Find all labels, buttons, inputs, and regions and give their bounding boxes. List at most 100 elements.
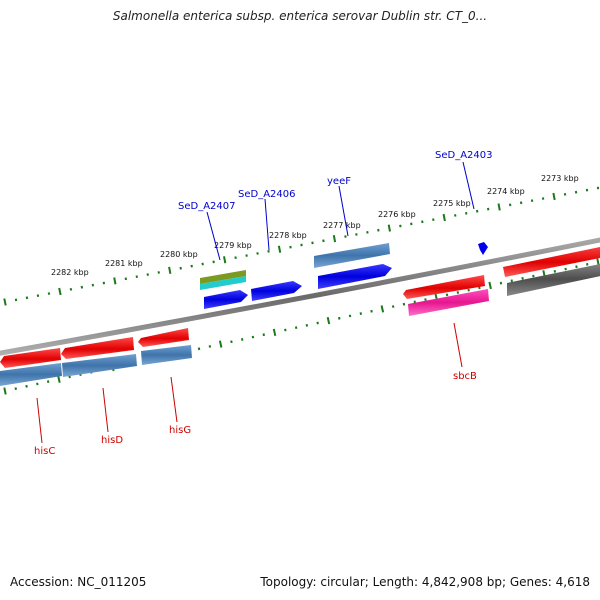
label-leaders: [36, 161, 475, 444]
gene-label-SeD_A2403[interactable]: SeD_A2403: [435, 150, 493, 161]
minor-tick: [467, 288, 470, 292]
outer-tick-ring: [3, 186, 600, 306]
gene-label-hisG[interactable]: hisG: [169, 425, 191, 436]
minor-tick: [478, 286, 481, 290]
gene-bar-yeeF[interactable]: [314, 243, 390, 268]
minor-tick: [208, 345, 212, 348]
minor-tick: [413, 300, 416, 304]
reverse-features: [0, 275, 489, 386]
kbp-label: 2280 kbp: [160, 250, 198, 259]
minor-tick: [508, 203, 512, 207]
minor-tick: [344, 235, 347, 238]
minor-tick: [519, 201, 523, 205]
major-tick: [113, 277, 117, 285]
minor-tick: [532, 274, 535, 278]
major-tick: [488, 281, 492, 290]
gene-bar-grey[interactable]: [507, 262, 600, 296]
accession-text: Accession: NC_011205: [10, 575, 147, 589]
major-tick: [223, 256, 227, 264]
kbp-labels: 2273 kbp 2274 kbp 2275 kbp 2276 kbp 2277…: [51, 174, 579, 277]
minor-tick: [391, 305, 395, 308]
inner-tick-ring: [3, 258, 600, 395]
major-tick: [272, 328, 277, 337]
minor-tick: [68, 375, 71, 379]
kbp-label: 2279 kbp: [214, 241, 252, 250]
minor-tick: [399, 224, 402, 228]
major-tick: [326, 316, 331, 325]
kbp-label: 2281 kbp: [105, 259, 143, 268]
minor-tick: [80, 285, 84, 289]
major-tick: [277, 245, 282, 253]
minor-tick: [305, 323, 309, 327]
cds-arrow-hisC[interactable]: [0, 348, 61, 368]
minor-tick: [14, 387, 17, 391]
gene-label-SeD_A2407[interactable]: SeD_A2407: [178, 201, 236, 212]
minor-tick: [348, 314, 352, 318]
major-tick: [442, 213, 446, 222]
minor-tick: [25, 384, 28, 388]
minor-tick: [456, 291, 460, 294]
minor-tick: [36, 382, 39, 386]
major-tick: [3, 387, 7, 395]
minor-tick: [197, 347, 201, 351]
major-tick: [57, 375, 61, 383]
minor-tick: [499, 281, 503, 285]
major-tick: [3, 298, 7, 306]
cds-arrow-yeeF[interactable]: [318, 264, 392, 289]
gene-bar-sbcB[interactable]: [408, 289, 489, 316]
minor-tick: [564, 267, 567, 271]
minor-tick: [574, 190, 578, 194]
cds-arrow-hisD[interactable]: [61, 337, 134, 359]
kbp-label: 2276 kbp: [378, 210, 416, 219]
gene-bar-SeD_A2407-olive[interactable]: [200, 270, 246, 284]
map-title: Salmonella enterica subsp. enterica sero…: [112, 9, 488, 23]
gene-labels: SeD_A2403 yeeF SeD_A2406 SeD_A2407 hisC …: [34, 150, 493, 457]
minor-tick: [102, 281, 106, 285]
minor-tick: [586, 262, 589, 266]
major-tick: [387, 224, 391, 232]
minor-tick: [370, 309, 373, 313]
minor-tick: [445, 293, 449, 297]
cds-arrow-blue[interactable]: [478, 242, 488, 255]
gene-label-hisC[interactable]: hisC: [34, 446, 55, 457]
minor-tick: [157, 271, 160, 274]
cds-arrow-hisG[interactable]: [138, 328, 189, 347]
gene-bar-SeD_A2407-cyan[interactable]: [200, 276, 246, 290]
minor-tick: [240, 337, 244, 341]
cds-arrow-SeD_A2407[interactable]: [204, 290, 248, 309]
minor-tick: [377, 228, 380, 232]
forward-features: [200, 242, 600, 309]
cds-arrow-red[interactable]: [503, 244, 600, 277]
minor-tick: [146, 273, 149, 276]
minor-tick: [267, 249, 270, 253]
minor-tick: [521, 276, 524, 280]
minor-tick: [454, 214, 457, 217]
minor-tick: [322, 239, 325, 243]
minor-tick: [46, 380, 50, 384]
gene-bar-hisC[interactable]: [0, 363, 62, 386]
minor-tick: [262, 333, 265, 337]
genome-backbone: [0, 237, 600, 356]
minor-tick: [575, 265, 578, 269]
minor-tick: [510, 279, 513, 283]
cds-arrow-sbcB[interactable]: [403, 275, 485, 299]
major-tick: [497, 203, 501, 211]
minor-tick: [230, 340, 233, 344]
major-tick: [218, 340, 223, 348]
kbp-label: 2275 kbp: [433, 199, 471, 208]
gene-bar-hisD[interactable]: [62, 354, 137, 377]
cds-arrow-SeD_A2406[interactable]: [251, 281, 302, 301]
minor-tick: [91, 283, 95, 287]
kbp-label: 2282 kbp: [51, 268, 89, 277]
minor-tick: [424, 298, 427, 301]
minor-tick: [25, 296, 29, 300]
gene-label-yeeF[interactable]: yeeF: [327, 176, 351, 187]
kbp-label: 2273 kbp: [541, 174, 579, 183]
gene-label-SeD_A2406[interactable]: SeD_A2406: [238, 189, 296, 200]
gene-bar-hisG[interactable]: [141, 345, 192, 365]
gene-label-hisD[interactable]: hisD: [101, 435, 123, 446]
major-tick: [168, 266, 172, 274]
minor-tick: [316, 321, 319, 325]
gene-label-sbcB[interactable]: sbcB: [453, 371, 477, 382]
